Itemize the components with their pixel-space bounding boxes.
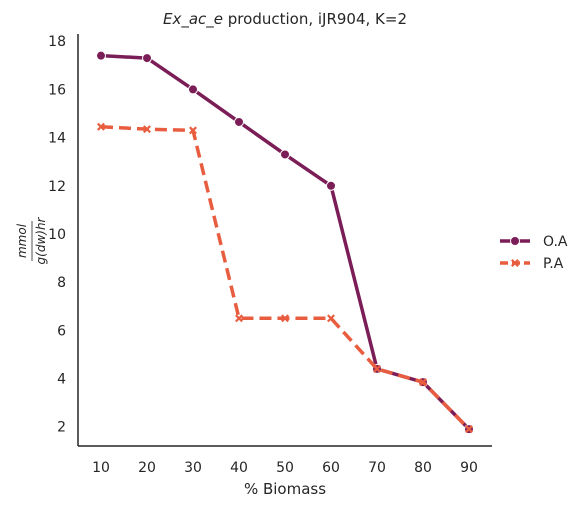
y-tick-label: 14 xyxy=(48,131,66,147)
data-point xyxy=(143,125,151,134)
y-tick-label: 10 xyxy=(48,227,66,243)
x-tick-label: 90 xyxy=(460,460,478,476)
y-tick-label: 4 xyxy=(57,372,66,388)
data-point xyxy=(326,180,336,191)
y-axis-title-numerator: mmol xyxy=(15,223,29,258)
x-axis-title: % Biomass xyxy=(244,480,326,498)
data-point xyxy=(97,122,105,131)
chart-title-italic: Ex_ac_e xyxy=(163,10,223,29)
data-point xyxy=(96,50,106,61)
y-tick-label: 16 xyxy=(48,82,66,98)
axes xyxy=(77,34,492,447)
legend-label: O.A xyxy=(543,234,568,250)
data-point xyxy=(465,425,473,434)
data-point xyxy=(234,116,244,127)
data-point xyxy=(235,314,243,323)
x-tick-label: 20 xyxy=(138,460,156,476)
series-line xyxy=(100,125,471,431)
series-1 xyxy=(96,50,474,435)
data-point xyxy=(189,126,197,135)
series-line xyxy=(99,53,471,431)
chart-title: Ex_ac_e production, iJR904, K=2 xyxy=(163,10,407,29)
data-point xyxy=(419,378,427,387)
data-point xyxy=(327,314,335,323)
data-point xyxy=(280,149,290,160)
y-tick-label: 2 xyxy=(57,420,66,436)
data-point xyxy=(142,53,152,64)
x-tick-label: 70 xyxy=(368,460,386,476)
x-tick-label: 40 xyxy=(230,460,248,476)
legend-label: P.A xyxy=(543,256,564,272)
series-2 xyxy=(97,122,473,434)
y-ticks: 2 4 6 8 10 12 14 16 18 xyxy=(48,34,66,435)
y-tick-label: 6 xyxy=(57,323,66,339)
chart-title-rest: production, iJR904, K=2 xyxy=(223,10,407,28)
series-layer xyxy=(96,50,474,435)
x-tick-label: 10 xyxy=(92,460,110,476)
y-axis-title-denominator: g(dw)hr xyxy=(34,216,48,264)
y-axis-title: mmol g(dw)hr xyxy=(15,216,48,264)
y-tick-label: 12 xyxy=(48,179,66,195)
legend-swatch-marker xyxy=(511,259,519,267)
legend-item: O.A xyxy=(500,234,568,250)
x-tick-label: 50 xyxy=(276,460,294,476)
legend: O.A P.A xyxy=(500,234,568,272)
y-tick-label: 18 xyxy=(48,34,66,50)
legend-swatch-marker xyxy=(510,236,520,246)
data-point xyxy=(188,84,198,95)
x-tick-label: 80 xyxy=(414,460,432,476)
data-point xyxy=(281,314,289,323)
legend-item: P.A xyxy=(500,256,564,272)
x-tick-label: 30 xyxy=(184,460,202,476)
x-ticks: 10 20 30 40 50 60 70 80 90 xyxy=(92,460,478,476)
data-point xyxy=(373,364,381,373)
y-tick-label: 8 xyxy=(57,275,66,291)
x-tick-label: 60 xyxy=(322,460,340,476)
